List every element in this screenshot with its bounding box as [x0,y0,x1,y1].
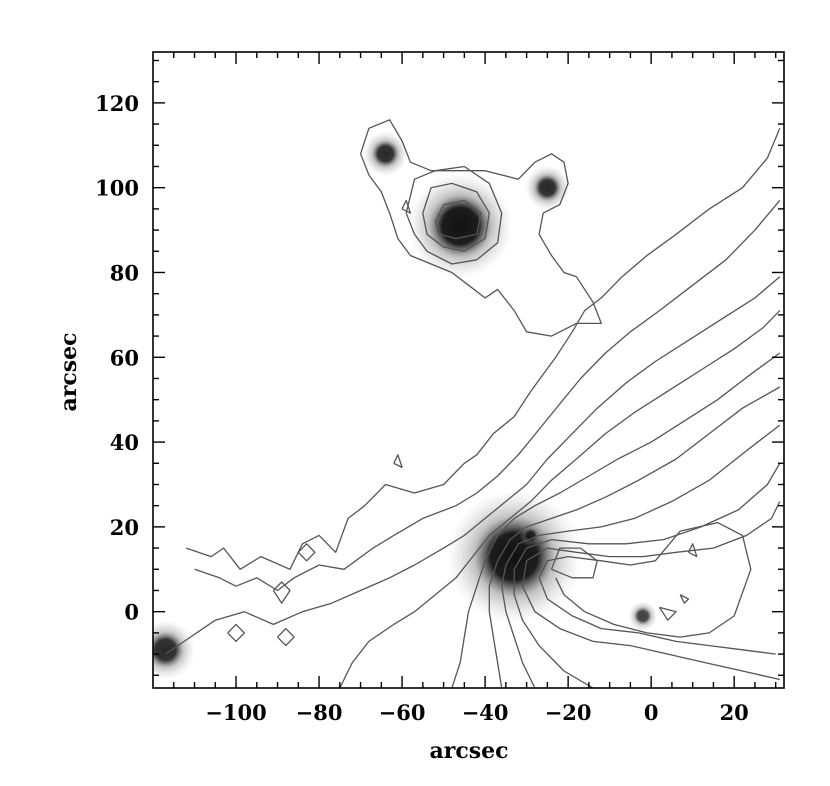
contour-line-7 [501,424,781,688]
contour-line-23 [434,199,482,240]
contour-line-4 [339,310,781,688]
contour-line-5 [451,352,781,688]
y-tick-label: 60 [110,345,139,370]
contour-line-22 [422,182,490,252]
contour-line-20 [359,119,602,337]
contour-line-16 [687,543,698,558]
contour-line-6 [488,386,781,688]
contour-line-2 [194,199,781,592]
plot-frame [152,51,785,689]
x-tick-label: −60 [379,700,426,725]
contour-line-21 [405,165,503,265]
contour-line-12 [277,627,295,647]
contour-line-17 [658,606,677,621]
y-tick-label: 80 [110,260,139,285]
contour-line-8 [513,462,781,688]
y-tick-label: 40 [110,430,139,455]
source-blob-4 [524,165,570,211]
contour-line-3 [165,276,781,655]
contour-line-14 [272,581,291,604]
source-blob-5 [153,619,196,680]
x-tick-label: −100 [205,700,266,725]
contour-line-19 [393,454,403,469]
y-tick-label: 0 [124,600,139,625]
contours-layer [165,119,781,688]
x-tick-label: −20 [545,700,592,725]
contour-line-11 [550,547,598,579]
y-tick-label: 20 [110,515,139,540]
y-axis-title: arcsec [56,332,82,411]
x-tick-label: 20 [720,700,749,725]
source-blob-2 [446,489,582,624]
contour-line-10 [538,521,776,655]
contour-line-18 [679,594,690,604]
source-blob-3 [363,131,408,177]
source-blob-6 [627,600,658,631]
x-tick-label: 0 [644,700,659,725]
contour-line-15 [297,543,316,562]
contour-line-9 [521,501,781,681]
y-tick-label: 100 [95,176,139,201]
x-axis-title: arcsec [429,738,508,764]
contour-line-24 [401,199,412,214]
x-tick-label: −40 [462,700,509,725]
contour-line-13 [227,623,245,643]
x-tick-label: −80 [296,700,343,725]
ticks-layer: −100 −80 −60 −40 −20 0 20 0 20 40 60 80 100 120 [95,52,784,725]
contour-line-1 [185,128,781,570]
y-tick-label: 120 [95,91,139,116]
